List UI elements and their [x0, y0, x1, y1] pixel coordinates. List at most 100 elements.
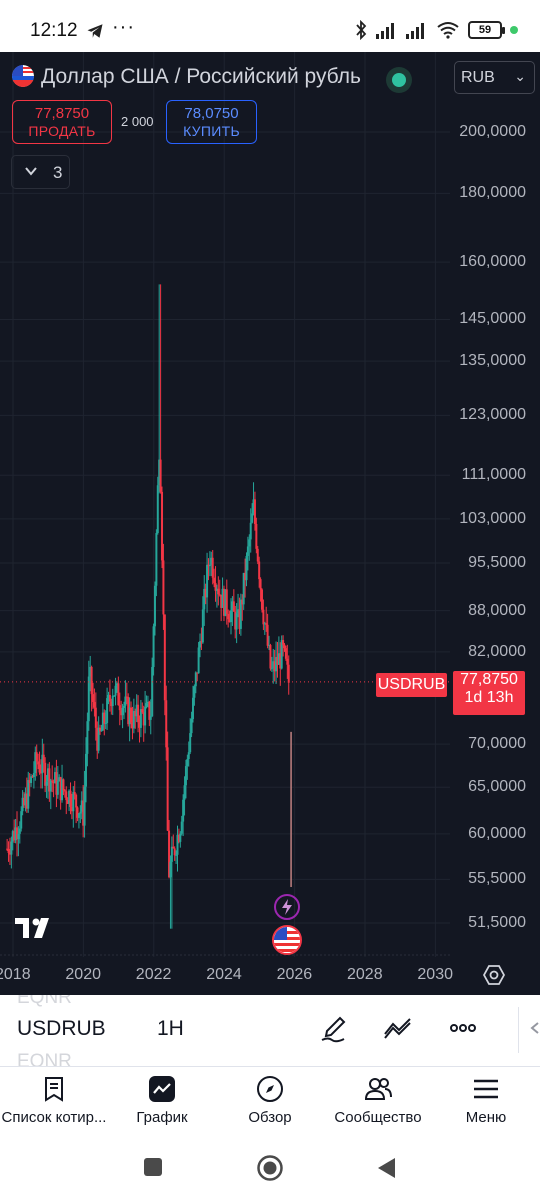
chevron-down-icon	[25, 167, 37, 176]
candle-body	[72, 791, 75, 812]
candle-body	[210, 557, 213, 565]
instrument-title[interactable]: Доллар США / Российский рубль	[41, 65, 361, 88]
price-axis-tick: 82,0000	[468, 642, 526, 660]
candle-body	[32, 773, 35, 778]
candle-body	[246, 546, 249, 556]
currency-select[interactable]: RUB ⌄	[454, 61, 535, 94]
back-icon[interactable]	[376, 1157, 396, 1179]
lightning-icon[interactable]	[274, 894, 300, 920]
us-ru-flag-icon	[12, 65, 34, 87]
candle-body	[30, 776, 33, 783]
candle-body	[231, 601, 234, 611]
chart-area[interactable]: Доллар США / Российский рубль RUB ⌄ 77,8…	[0, 52, 540, 995]
chart-icon	[149, 1076, 175, 1102]
price-chart[interactable]	[0, 52, 540, 995]
candle-body	[115, 683, 118, 686]
candle-body	[82, 800, 85, 826]
candle-body	[139, 709, 142, 728]
candle-body	[180, 821, 183, 834]
candle-body	[232, 601, 235, 612]
candle-body	[35, 752, 38, 762]
candle-body	[170, 846, 173, 862]
candle-body	[263, 623, 266, 625]
candle-body	[151, 667, 154, 717]
candle-body	[130, 707, 133, 723]
candle-body	[179, 833, 182, 842]
candle-body	[6, 848, 9, 850]
candle-body	[184, 766, 187, 786]
candle-body	[114, 685, 117, 696]
candle-body	[106, 698, 109, 724]
candle-body	[144, 706, 147, 726]
candle-body	[283, 644, 286, 649]
candle-body	[83, 786, 86, 826]
candle-body	[191, 697, 194, 720]
candle-body	[255, 523, 258, 549]
recent-apps-icon[interactable]	[143, 1157, 163, 1177]
price-axis-tick: 123,0000	[459, 406, 526, 424]
home-icon[interactable]	[256, 1154, 284, 1182]
drawing-pen-icon[interactable]	[318, 1012, 350, 1044]
nav-chart[interactable]: График	[124, 1075, 200, 1126]
candle-body	[197, 647, 200, 674]
price-axis-tick: 111,0000	[461, 466, 526, 484]
candle-body	[270, 668, 273, 670]
candle-body	[266, 624, 269, 646]
candle-body	[228, 619, 231, 623]
candle-body	[46, 768, 49, 782]
candle-body	[10, 841, 13, 855]
candle-body	[8, 852, 11, 855]
nav-watchlist[interactable]: Список котир...	[0, 1075, 108, 1126]
candle-body	[23, 797, 26, 806]
currency-select-value: RUB	[461, 69, 495, 86]
nav-menu[interactable]: Меню	[452, 1075, 520, 1126]
candle-body	[145, 703, 148, 707]
more-options-icon[interactable]	[447, 1012, 479, 1044]
buy-button[interactable]: 78,0750 КУПИТЬ	[166, 100, 257, 144]
candle-body	[124, 696, 127, 706]
nav-overview[interactable]: Обзор	[236, 1075, 304, 1126]
candle-body	[77, 813, 80, 818]
candle-body	[92, 694, 95, 703]
candle-body	[149, 716, 152, 720]
last-price-value: 77,8750	[460, 671, 518, 688]
time-axis-tick: 2018	[0, 966, 31, 983]
candle-body	[189, 733, 192, 753]
indicators-toggle-button[interactable]: 3	[11, 155, 70, 189]
us-flag-event-icon[interactable]	[272, 925, 302, 955]
chart-settings-icon[interactable]	[483, 964, 505, 986]
candle-body	[245, 555, 248, 581]
sell-button[interactable]: 77,8750 ПРОДАТЬ	[12, 100, 112, 144]
candle-body	[135, 704, 138, 717]
candle-body	[163, 614, 166, 701]
candle-body	[280, 640, 283, 669]
candle-body	[80, 800, 83, 812]
price-axis-tick: 88,0000	[468, 601, 526, 619]
candle-body	[127, 696, 130, 725]
candle-body	[113, 695, 116, 697]
candle-body	[44, 762, 47, 786]
candle-body	[249, 522, 252, 540]
candle-body	[230, 610, 233, 623]
candle-body	[141, 709, 144, 713]
symbol-price-label: USDRUB	[376, 673, 447, 697]
price-axis-tick: 180,0000	[459, 184, 526, 202]
battery-icon: 59	[468, 21, 505, 39]
candle-body	[61, 779, 64, 801]
signal-icon	[376, 23, 394, 39]
candle-body	[117, 683, 120, 706]
candle-body	[176, 834, 179, 855]
price-axis-tick: 103,0000	[459, 509, 526, 527]
chevron-left-icon[interactable]	[524, 1012, 540, 1044]
nav-community[interactable]: Сообщество	[326, 1075, 430, 1126]
candle-body	[238, 609, 241, 629]
time-axis-tick: 2022	[135, 966, 172, 983]
interval-button[interactable]: 1H	[157, 1017, 184, 1040]
symbol-button[interactable]: USDRUB	[17, 1017, 106, 1040]
candle-body	[49, 780, 52, 792]
bluetooth-icon	[356, 20, 367, 40]
candle-body	[258, 561, 261, 580]
indicators-icon[interactable]	[382, 1012, 414, 1044]
ghost-symbol-above: EQNR	[17, 995, 72, 1008]
candle-body	[220, 594, 223, 608]
